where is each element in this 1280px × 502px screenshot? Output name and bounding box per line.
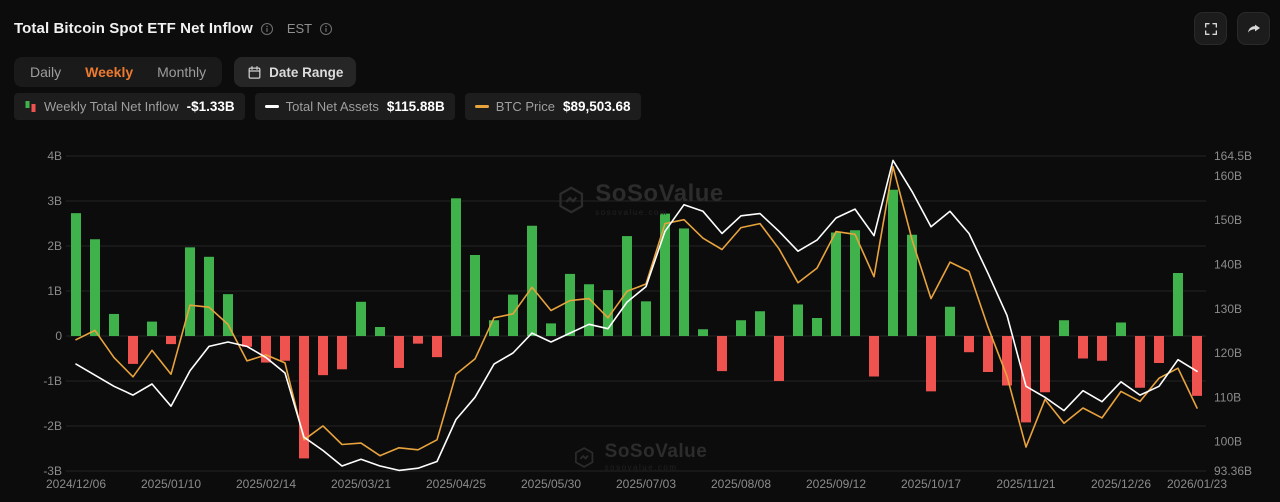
svg-text:2025/05/30: 2025/05/30 [521,477,581,491]
svg-text:0: 0 [55,329,62,343]
svg-text:2026/01/23: 2026/01/23 [1167,477,1227,491]
svg-text:110B: 110B [1214,390,1241,404]
svg-text:150B: 150B [1214,213,1242,227]
svg-text:2025/02/14: 2025/02/14 [236,477,296,491]
svg-text:160B: 160B [1214,169,1242,183]
timezone-info-icon[interactable] [319,22,333,36]
page-title: Total Bitcoin Spot ETF Net Inflow [14,20,253,37]
fullscreen-icon [1203,21,1219,37]
svg-text:2025/03/21: 2025/03/21 [331,477,391,491]
legend-btc-price[interactable]: BTC Price $89,503.68 [464,93,641,120]
title-row: Total Bitcoin Spot ETF Net Inflow EST [14,12,1270,45]
svg-text:2025/07/03: 2025/07/03 [616,477,676,491]
inflow-bars-icon [24,100,37,113]
legend-total-net-assets[interactable]: Total Net Assets $115.88B [254,93,455,120]
tab-weekly[interactable]: Weekly [73,57,145,87]
svg-text:130B: 130B [1214,302,1242,316]
svg-text:2025/12/26: 2025/12/26 [1091,477,1151,491]
chart-plot[interactable]: 4B 3B 2B 1B 0 -1B -2B -3B 164.5B 160B 150B 140B 130B… [0,130,1280,502]
svg-text:2025/04/25: 2025/04/25 [426,477,486,491]
svg-text:1B: 1B [47,284,62,298]
net-assets-line [75,159,1198,472]
btc-line-icon [474,105,489,108]
svg-text:120B: 120B [1214,346,1242,360]
title-info-icon[interactable] [260,22,274,36]
legend-row: Weekly Total Net Inflow -$1.33B Total Ne… [14,93,641,120]
legend-weekly-net-inflow[interactable]: Weekly Total Net Inflow -$1.33B [14,93,245,120]
svg-text:93.36B: 93.36B [1214,464,1252,478]
svg-text:100B: 100B [1214,435,1242,449]
legend-label: Weekly Total Net Inflow [44,99,179,114]
toolbar: Daily Weekly Monthly Date Range [14,57,357,87]
share-icon [1246,21,1262,37]
svg-text:2024/12/06: 2024/12/06 [46,477,106,491]
frequency-tabs: Daily Weekly Monthly [14,57,223,87]
svg-text:2025/01/10: 2025/01/10 [141,477,201,491]
x-axis-labels: 2024/12/06 2025/01/10 2025/02/14 2025/03/21… [46,477,1227,491]
fullscreen-button[interactable] [1194,12,1227,45]
legend-value: $89,503.68 [562,99,631,114]
tab-daily[interactable]: Daily [18,57,73,87]
legend-value: -$1.33B [186,99,235,114]
calendar-icon [247,65,262,80]
svg-text:2025/08/08: 2025/08/08 [711,477,771,491]
svg-text:2025/10/17: 2025/10/17 [901,477,961,491]
svg-text:3B: 3B [47,194,62,208]
left-axis-labels: 4B 3B 2B 1B 0 -1B -2B -3B [43,149,62,478]
assets-line-icon [264,105,279,108]
legend-label: Total Net Assets [285,99,379,114]
svg-text:2B: 2B [47,239,62,253]
date-range-label: Date Range [269,64,344,80]
svg-text:140B: 140B [1214,257,1242,271]
timezone-label: EST [286,21,313,36]
tab-monthly[interactable]: Monthly [145,57,218,87]
header-actions [1194,12,1270,45]
svg-text:-3B: -3B [43,464,62,478]
legend-value: $115.88B [386,99,445,114]
chart-area: 4B 3B 2B 1B 0 -1B -2B -3B 164.5B 160B 150B 140B 130B… [0,130,1280,502]
svg-text:-2B: -2B [43,419,62,433]
right-axis-labels: 164.5B 160B 150B 140B 130B 120B 110B 100B 93.36B [1214,149,1252,478]
svg-text:2025/09/12: 2025/09/12 [806,477,866,491]
inflow-bars [71,189,1202,459]
svg-text:2025/11/21: 2025/11/21 [996,477,1055,491]
svg-text:164.5B: 164.5B [1214,149,1252,163]
grid-lines [66,155,1206,472]
share-button[interactable] [1237,12,1270,45]
svg-text:4B: 4B [47,149,62,163]
svg-text:-1B: -1B [43,374,62,388]
date-range-button[interactable]: Date Range [234,57,357,87]
legend-label: BTC Price [495,99,555,114]
